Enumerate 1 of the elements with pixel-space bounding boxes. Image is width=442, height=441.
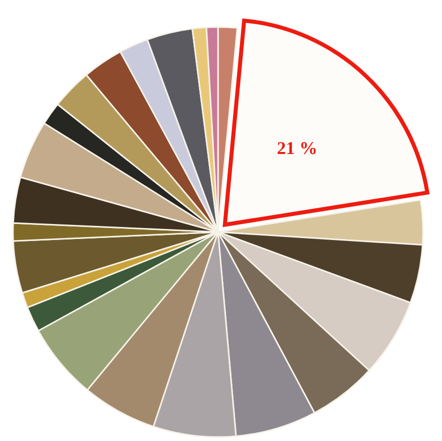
data-label: 21 % [276,138,318,158]
